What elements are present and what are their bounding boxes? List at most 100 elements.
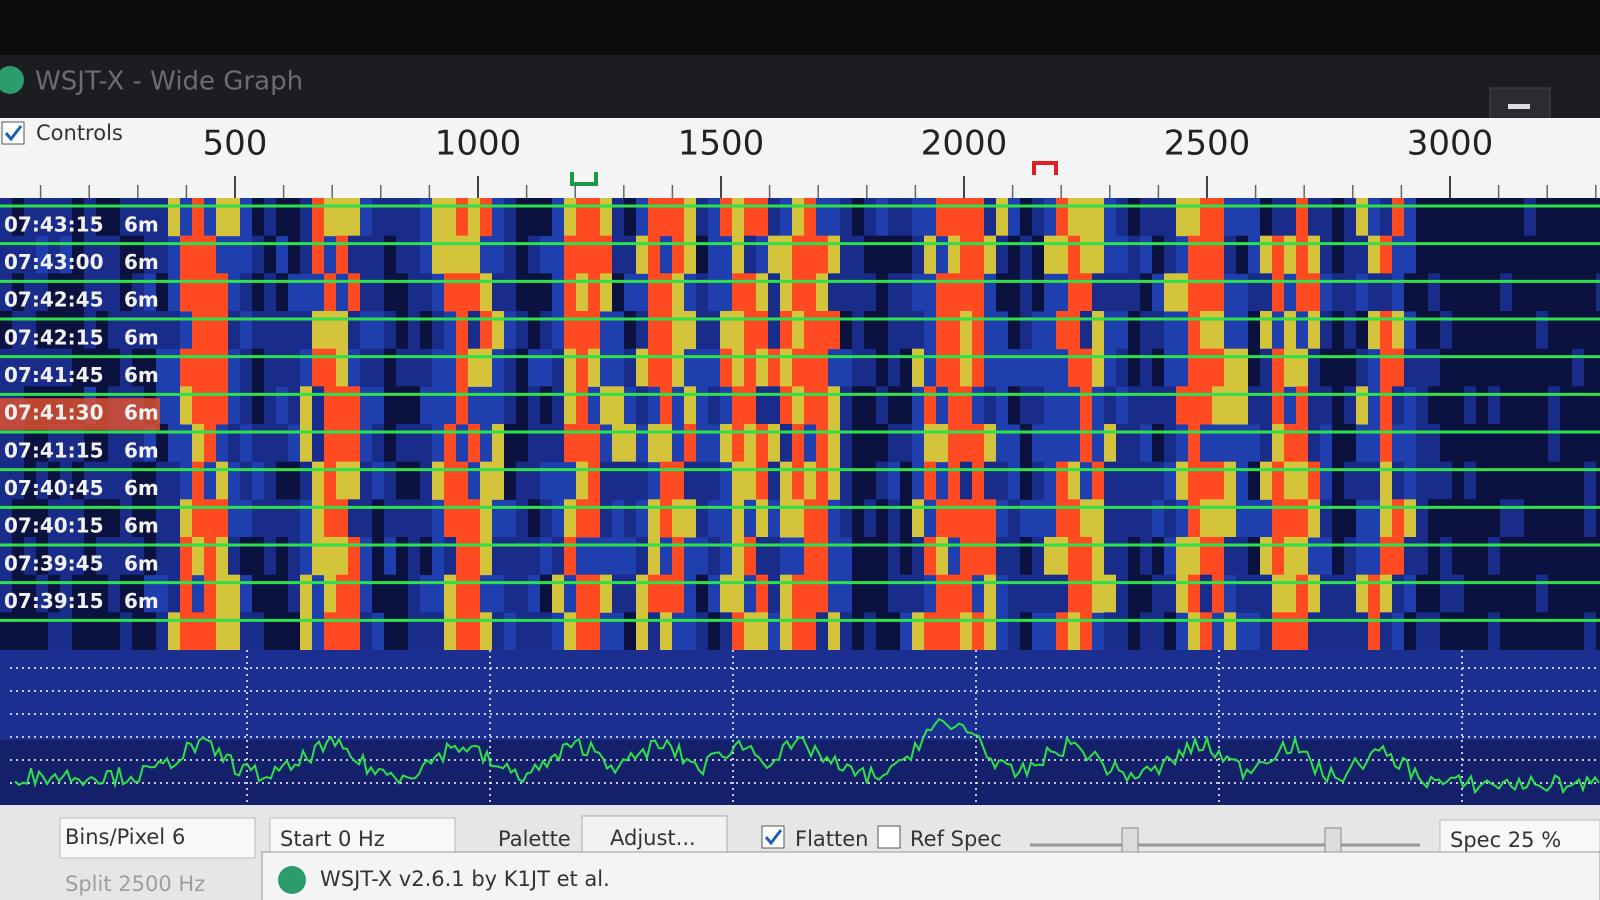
waterfall-cell [348, 537, 360, 576]
waterfall-cell [264, 537, 276, 576]
waterfall-cell [672, 461, 684, 500]
bins-value: 6 [172, 825, 185, 849]
waterfall-cell [216, 461, 228, 500]
ref-spec-label: Ref Spec [910, 827, 1002, 851]
waterfall-cell [1320, 386, 1332, 425]
waterfall-cell [108, 612, 120, 651]
waterfall-cell [468, 537, 480, 576]
waterfall-cell [1380, 386, 1392, 425]
waterfall-cell [1440, 537, 1452, 576]
waterfall-cell [612, 235, 624, 274]
waterfall-cell [204, 612, 216, 651]
waterfall-cell [108, 461, 120, 500]
waterfall-cell [1452, 424, 1464, 463]
waterfall-cell [1140, 461, 1152, 500]
waterfall-cell [1068, 311, 1080, 350]
waterfall-cell [1056, 574, 1068, 613]
waterfall-cell [744, 612, 756, 651]
waterfall-cell [792, 612, 804, 651]
waterfall-cell [492, 273, 504, 312]
waterfall-cell [168, 461, 180, 500]
waterfall-cell [12, 235, 24, 274]
waterfall-cell [648, 574, 660, 613]
waterfall-cell [1524, 424, 1536, 463]
controls-checkbox[interactable] [1, 121, 25, 145]
waterfall-cell [624, 348, 636, 387]
waterfall-cell [96, 574, 108, 613]
waterfall-cell [1572, 235, 1584, 274]
waterfall-cell [768, 198, 780, 237]
waterfall-cell [720, 612, 732, 651]
waterfall-cell [996, 235, 1008, 274]
waterfall-cell [1560, 273, 1572, 312]
waterfall-cell [1380, 235, 1392, 274]
waterfall-cell [636, 311, 648, 350]
waterfall-cell [120, 574, 132, 613]
waterfall-cell [1428, 537, 1440, 576]
waterfall-cell [1116, 537, 1128, 576]
waterfall-cell [540, 574, 552, 613]
waterfall-cell [1224, 612, 1236, 651]
waterfall-cell [1500, 386, 1512, 425]
frequency-label: 2000 [921, 124, 1008, 164]
bins-spinbox[interactable] [59, 817, 256, 859]
waterfall-cell [312, 348, 324, 387]
ref-spec-checkbox[interactable] [877, 825, 901, 849]
waterfall-cell [120, 348, 132, 387]
waterfall-cell [816, 311, 828, 350]
waterfall-cell [648, 273, 660, 312]
waterfall-cell [1332, 348, 1344, 387]
waterfall-cell [396, 612, 408, 651]
waterfall-cell [960, 499, 972, 538]
waterfall-cell [1524, 612, 1536, 651]
waterfall-cell [1164, 574, 1176, 613]
waterfall-cell [576, 499, 588, 538]
waterfall-cell [156, 311, 168, 350]
waterfall-cell [720, 311, 732, 350]
waterfall-cell [1092, 348, 1104, 387]
waterfall-cell [264, 198, 276, 237]
waterfall-cell [48, 424, 60, 463]
waterfall-cell [1500, 311, 1512, 350]
waterfall-cell [0, 235, 12, 274]
waterfall-cell [636, 235, 648, 274]
waterfall-cell [384, 348, 396, 387]
waterfall-cell [948, 612, 960, 651]
waterfall-cell [312, 311, 324, 350]
waterfall-cell [1596, 612, 1600, 651]
waterfall-cell [288, 499, 300, 538]
waterfall-cell [1296, 537, 1308, 576]
waterfall-cell [336, 235, 348, 274]
waterfall-cell [456, 386, 468, 425]
waterfall-cell [540, 386, 552, 425]
waterfall-cell [876, 386, 888, 425]
waterfall-cell [336, 537, 348, 576]
waterfall-cell [1020, 235, 1032, 274]
waterfall-cell [0, 424, 12, 463]
waterfall-cell [552, 537, 564, 576]
waterfall-cell [348, 273, 360, 312]
waterfall-cell [1428, 311, 1440, 350]
waterfall-cell [768, 348, 780, 387]
waterfall-cell [576, 424, 588, 463]
waterfall-cell [312, 198, 324, 237]
waterfall-cell [1428, 348, 1440, 387]
waterfall-cell [0, 273, 12, 312]
waterfall-cell [1488, 235, 1500, 274]
waterfall-cell [12, 311, 24, 350]
waterfall-cell [540, 499, 552, 538]
flatten-checkbox[interactable] [761, 825, 785, 849]
waterfall-cell [1032, 273, 1044, 312]
waterfall-cell [408, 461, 420, 500]
waterfall-cell [1104, 461, 1116, 500]
rx-marker [570, 172, 598, 186]
waterfall-cell [1452, 273, 1464, 312]
waterfall-cell [1476, 537, 1488, 576]
waterfall-cell [276, 537, 288, 576]
waterfall-cell [996, 537, 1008, 576]
waterfall-cell [636, 348, 648, 387]
waterfall-cell [1152, 424, 1164, 463]
waterfall-cell [1500, 198, 1512, 237]
waterfall-cell [924, 386, 936, 425]
